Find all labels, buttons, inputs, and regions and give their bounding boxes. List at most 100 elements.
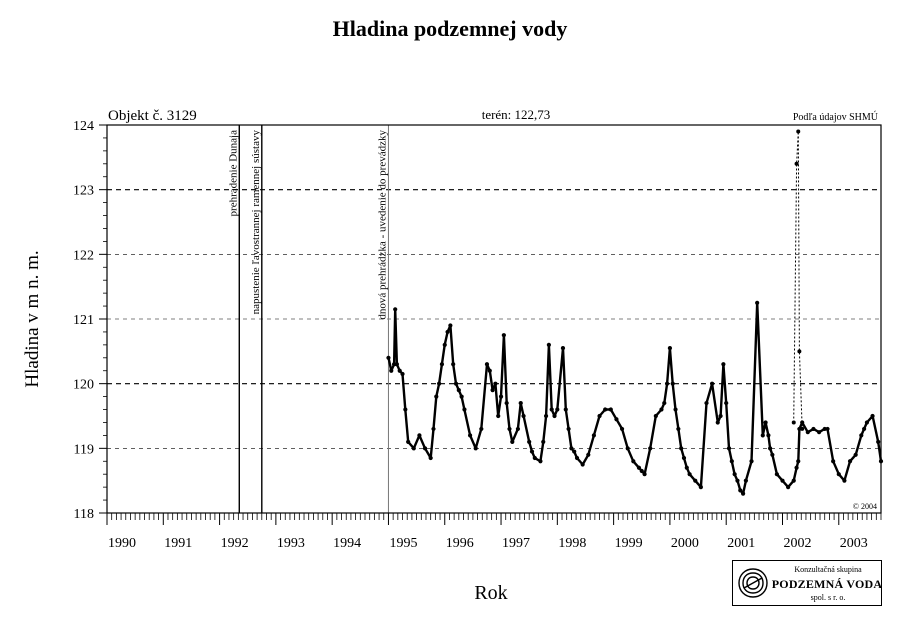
- data-point: [403, 407, 408, 412]
- data-point: [538, 459, 543, 464]
- data-point: [653, 413, 658, 419]
- data-point: [786, 485, 791, 490]
- data-point: [853, 452, 858, 457]
- data-point: [591, 433, 597, 438]
- spike-point: [796, 129, 801, 134]
- data-point: [766, 433, 771, 438]
- data-point: [563, 407, 568, 412]
- data-point: [445, 329, 450, 335]
- data-point: [389, 368, 394, 373]
- data-point: [603, 407, 608, 412]
- data-point: [676, 426, 681, 432]
- data-point: [831, 459, 836, 464]
- data-point: [422, 446, 428, 451]
- data-point: [619, 426, 625, 432]
- data-point: [572, 449, 577, 454]
- y-tick-label: 119: [74, 442, 94, 457]
- y-tick-label: 121: [73, 313, 94, 328]
- data-point: [459, 394, 464, 399]
- x-tick-label: 1994: [333, 536, 361, 551]
- spike-point: [800, 426, 805, 431]
- tick-layer: 118 119 120 121 122 123 124 1990 1991 1992 1993 199…: [73, 119, 882, 551]
- data-point: [870, 413, 875, 419]
- terrain-label: terén: 122,73: [482, 107, 551, 122]
- data-point: [816, 430, 822, 435]
- data-point: [836, 472, 841, 477]
- data-point: [496, 413, 501, 419]
- data-point: [549, 407, 554, 412]
- data-point: [755, 300, 760, 305]
- data-point: [698, 485, 703, 490]
- data-point: [693, 478, 698, 483]
- data-point: [825, 426, 830, 432]
- data-point: [574, 455, 580, 461]
- object-label: Objekt č. 3129: [108, 108, 197, 124]
- data-point: [555, 407, 560, 412]
- x-tick-label: 2003: [840, 536, 868, 551]
- data-point: [560, 346, 566, 351]
- x-tick-label: 2001: [727, 536, 755, 551]
- data-point: [437, 381, 442, 386]
- data-point: [462, 407, 467, 412]
- logo-line3: spol. s r. o.: [810, 593, 846, 602]
- data-point: [864, 420, 870, 425]
- data-point: [515, 426, 521, 432]
- data-point: [411, 446, 416, 451]
- data-point: [673, 407, 678, 412]
- event-lines: prehradenie Dunaja napustenie ľavostranne…: [227, 125, 389, 513]
- logo-line2: PODZEMNÁ VODA: [771, 577, 883, 591]
- data-point: [796, 459, 801, 464]
- data-point: [467, 433, 473, 438]
- y-tick-label: 123: [73, 184, 94, 199]
- x-tick-label: 1991: [164, 536, 192, 551]
- data-point: [738, 488, 743, 493]
- data-point: [876, 439, 881, 444]
- data-point: [428, 455, 433, 461]
- data-point: [704, 400, 709, 406]
- x-tick-label: 1995: [389, 536, 417, 551]
- y-tick-label: 124: [73, 119, 94, 134]
- data-point: [434, 394, 439, 399]
- data-point: [541, 439, 546, 444]
- data-point: [770, 452, 775, 457]
- data-point: [780, 478, 785, 483]
- grid-layer: [107, 189, 881, 449]
- data-point: [662, 400, 667, 406]
- data-point: [735, 478, 740, 483]
- data-point: [608, 407, 613, 412]
- data-point: [774, 472, 779, 477]
- data-point: [687, 472, 692, 477]
- data-point: [569, 446, 574, 451]
- data-point: [631, 459, 636, 464]
- copyright-label: © 2004: [853, 502, 877, 511]
- data-point: [710, 381, 715, 386]
- data-point: [453, 381, 459, 386]
- x-tick-label: 2002: [783, 536, 811, 551]
- data-point: [507, 426, 512, 432]
- data-point: [721, 362, 726, 367]
- data-point: [521, 413, 526, 419]
- data-point: [642, 472, 647, 477]
- data-point: [805, 430, 810, 435]
- data-point: [743, 478, 749, 483]
- data-point: [400, 371, 405, 377]
- data-point: [729, 459, 734, 464]
- data-point: [763, 420, 768, 425]
- data-point: [740, 491, 746, 496]
- data-point: [498, 394, 504, 399]
- data-point: [431, 426, 436, 432]
- event-label-2: napustenie ľavostrannej ramennej sústavy: [250, 130, 262, 315]
- data-point: [760, 433, 765, 438]
- data-point: [406, 439, 411, 444]
- data-point: [439, 362, 445, 367]
- spike-line: [793, 131, 803, 429]
- data-point: [732, 472, 737, 477]
- data-point: [394, 362, 399, 367]
- spiral-logo-icon: [738, 568, 768, 598]
- data-point: [586, 452, 591, 457]
- data-point: [518, 400, 523, 406]
- data-point: [386, 355, 391, 360]
- data-point: [681, 455, 687, 461]
- data-point: [493, 381, 498, 386]
